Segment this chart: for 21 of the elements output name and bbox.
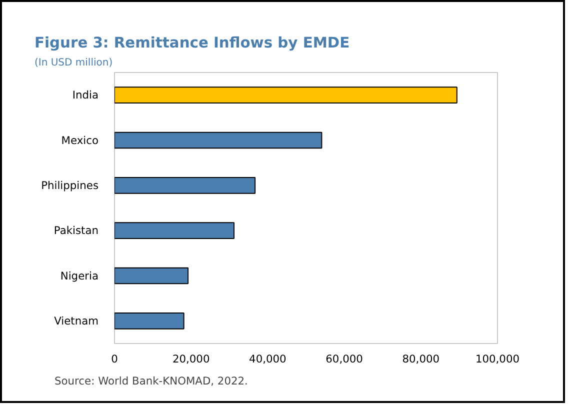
y-tick-label: Vietnam <box>54 314 99 328</box>
x-tick-label: 40,000 <box>249 352 287 366</box>
y-tick-label: Pakistan <box>54 224 98 238</box>
bar <box>114 86 458 104</box>
x-tick-label: 20,000 <box>172 352 210 366</box>
y-tick-label: Philippines <box>41 178 99 192</box>
x-tick-label: 80,000 <box>402 352 440 366</box>
bar <box>114 177 256 194</box>
source-note: Source: World Bank-KNOMAD, 2022. <box>54 374 248 388</box>
y-tick-label: India <box>72 88 99 102</box>
y-tick-label: Nigeria <box>60 269 98 282</box>
x-tick-label: 100,000 <box>475 352 520 366</box>
bar <box>114 312 184 330</box>
chart-subtitle: (In USD million) <box>34 58 113 68</box>
bar <box>114 132 322 149</box>
bar <box>114 267 189 284</box>
x-tick-label: 0 <box>111 352 118 366</box>
x-tick-label: 60,000 <box>326 352 364 366</box>
chart-title: Figure 3: Remittance Inflows by EMDE <box>34 34 350 52</box>
bar <box>114 222 234 239</box>
y-tick-label: Mexico <box>61 134 99 147</box>
